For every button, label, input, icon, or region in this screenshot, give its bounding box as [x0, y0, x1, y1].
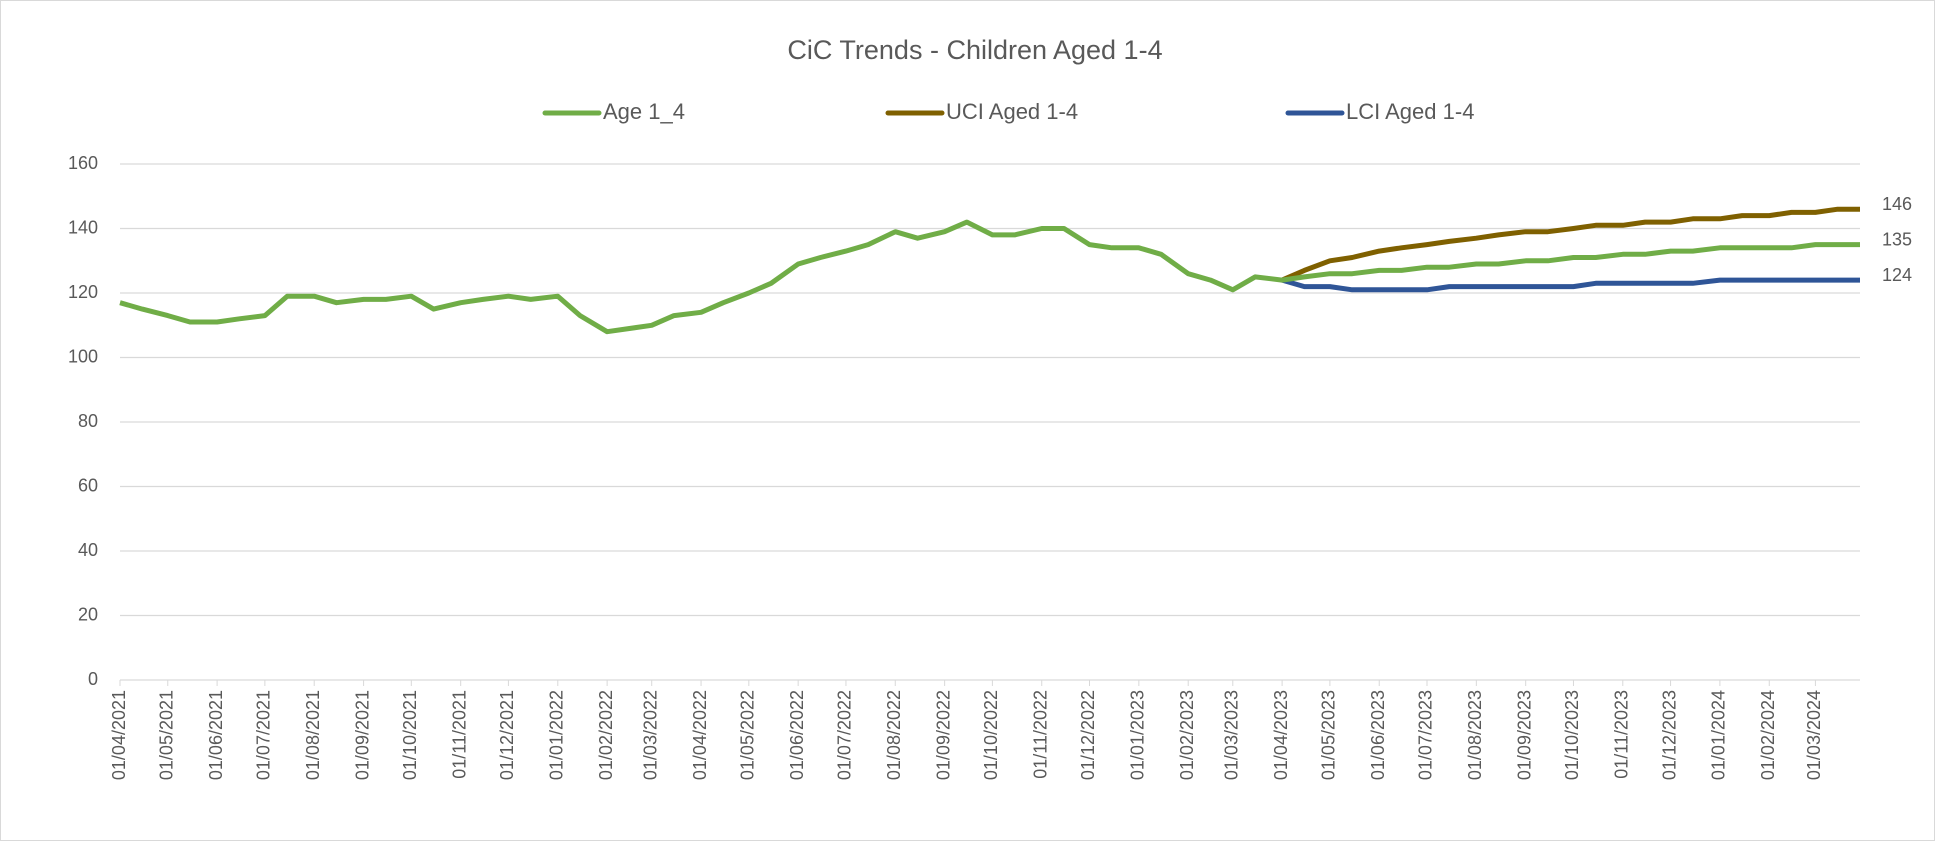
x-tick-label: 01/07/2022: [835, 690, 855, 780]
x-tick-label: 01/04/2022: [690, 690, 710, 780]
end-label: 146: [1882, 194, 1912, 214]
series-line: [119, 219, 1860, 335]
y-tick-label: 40: [78, 540, 98, 560]
y-tick-label: 80: [78, 411, 98, 431]
series-line: [1281, 277, 1860, 293]
x-tick-label: 01/08/2021: [303, 690, 323, 780]
x-tick-label: 01/02/2024: [1758, 690, 1778, 780]
x-tick-label: 01/11/2022: [1030, 690, 1050, 779]
x-tick-label: 01/03/2023: [1222, 690, 1242, 780]
y-tick-label: 140: [68, 217, 98, 237]
x-tick-label: 01/03/2024: [1804, 690, 1824, 780]
y-tick-label: 60: [78, 475, 98, 495]
x-tick-label: 01/10/2022: [981, 690, 1001, 780]
y-tick-label: 0: [88, 669, 98, 689]
x-tick-label: 01/12/2023: [1659, 690, 1679, 780]
x-tick-label: 01/12/2022: [1078, 690, 1098, 780]
end-label: 124: [1882, 265, 1912, 285]
series-line: [1281, 206, 1860, 283]
x-tick-label: 01/07/2023: [1416, 690, 1436, 780]
x-tick-label: 01/12/2021: [497, 690, 517, 780]
legend-label: Age 1_4: [603, 99, 685, 124]
x-tick-label: 01/01/2024: [1709, 690, 1729, 780]
x-tick-label: 01/08/2022: [884, 690, 904, 780]
y-tick-label: 20: [78, 604, 98, 624]
y-tick-label: 160: [68, 153, 98, 173]
x-tick-label: 01/09/2022: [933, 690, 953, 780]
x-tick-label: 01/02/2022: [596, 690, 616, 780]
legend-label: LCI Aged 1-4: [1346, 99, 1474, 124]
x-tick-label: 01/01/2023: [1128, 690, 1148, 780]
x-tick-label: 01/01/2022: [547, 690, 567, 780]
x-tick-label: 01/11/2023: [1612, 690, 1632, 779]
y-tick-label: 100: [68, 346, 98, 366]
x-tick-label: 01/05/2021: [157, 690, 177, 780]
x-tick-label: 01/05/2023: [1319, 690, 1339, 780]
x-tick-label: 01/02/2023: [1177, 690, 1197, 780]
x-tick-label: 01/11/2021: [449, 690, 469, 779]
x-tick-label: 01/06/2023: [1368, 690, 1388, 780]
x-tick-label: 01/04/2023: [1271, 690, 1291, 780]
x-tick-label: 01/09/2023: [1514, 690, 1534, 780]
x-tick-label: 01/03/2022: [640, 690, 660, 780]
x-tick-label: 01/10/2021: [400, 690, 420, 780]
legend-label: UCI Aged 1-4: [946, 99, 1078, 124]
x-tick-label: 01/06/2022: [787, 690, 807, 780]
x-tick-label: 01/05/2022: [738, 690, 758, 780]
chart-title: CiC Trends - Children Aged 1-4: [787, 35, 1162, 65]
x-tick-label: 01/09/2021: [352, 690, 372, 780]
x-tick-label: 01/06/2021: [206, 690, 226, 780]
end-label: 135: [1882, 229, 1912, 249]
x-tick-label: 01/04/2021: [109, 690, 129, 780]
x-tick-label: 01/10/2023: [1562, 690, 1582, 780]
x-tick-label: 01/08/2023: [1465, 690, 1485, 780]
x-tick-label: 01/07/2021: [254, 690, 274, 780]
y-tick-label: 120: [68, 282, 98, 302]
